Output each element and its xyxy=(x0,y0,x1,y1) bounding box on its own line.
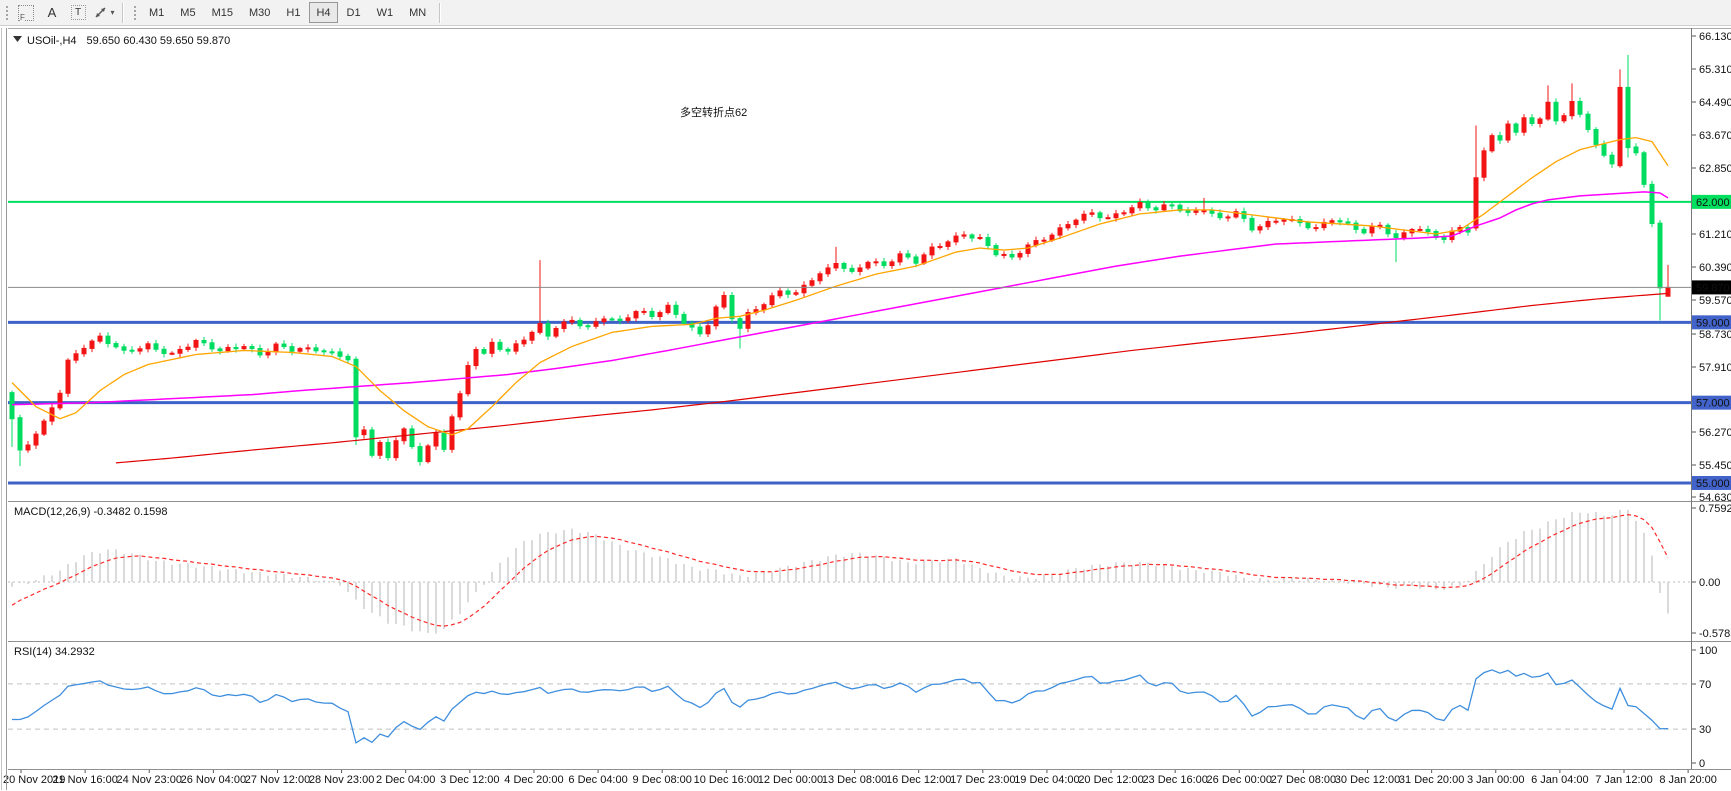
date-tick-label: 17 Dec 23:00 xyxy=(950,774,1015,786)
level-price-label-55.000-text: 55.000 xyxy=(1696,478,1730,490)
date-tick-label: 28 Nov 23:00 xyxy=(309,774,374,786)
date-tick-label: 20 Dec 12:00 xyxy=(1078,774,1143,786)
date-tick-label: 2 Dec 04:00 xyxy=(376,774,435,786)
level-price-label-57.000 xyxy=(1692,395,1731,410)
macd-label: MACD(12,26,9) -0.3482 0.1598 xyxy=(14,506,167,518)
date-tick-label: 3 Jan 00:00 xyxy=(1467,774,1525,786)
ma-fast-line xyxy=(11,136,1669,436)
price-tick-label: 65.310 xyxy=(1699,64,1731,76)
current-price-label xyxy=(1692,280,1731,295)
diagonal-arrows-icon xyxy=(95,7,106,18)
level-price-label-62.000 xyxy=(1692,194,1731,209)
date-tick-label: 24 Nov 23:00 xyxy=(117,774,182,786)
grid-f-letter: F xyxy=(20,12,25,22)
timeframe-button-h1[interactable]: H1 xyxy=(286,6,301,19)
toolbar: F A T ▾ M1 M5 M15 M30 H1 H4 D1 W1 MN xyxy=(0,0,1731,26)
date-tick-label: 31 Dec 20:00 xyxy=(1399,774,1464,786)
price-tick-label: 63.670 xyxy=(1699,130,1731,142)
grid-f-icon: F xyxy=(18,4,34,22)
timeframe-toolbar: M1 M5 M15 M30 H1 H4 D1 W1 MN xyxy=(141,2,434,23)
rsi-tick-label: 100 xyxy=(1699,645,1717,657)
toolbar-separator-2 xyxy=(439,2,441,23)
date-tick-label: 9 Dec 08:00 xyxy=(633,774,692,786)
rsi-panel[interactable]: RSI(14) 34.2932 xyxy=(8,646,1691,744)
timeframe-button-m15[interactable]: M15 xyxy=(211,6,233,19)
price-tick-label: 64.490 xyxy=(1699,97,1731,109)
date-tick-label: 8 Jan 20:00 xyxy=(1659,774,1717,786)
price-tick-label: 56.270 xyxy=(1699,427,1731,439)
date-tick-label: 4 Dec 20:00 xyxy=(504,774,563,786)
chart-title: USOil-,H4 59.650 60.430 59.650 59.870 xyxy=(27,35,230,47)
price-tick-label: 55.450 xyxy=(1699,460,1731,472)
price-tick-label: 57.910 xyxy=(1699,362,1731,374)
level-price-label-57.000-text: 57.000 xyxy=(1696,398,1730,410)
text-label-icon: T xyxy=(70,5,86,20)
date-tick-label: 27 Dec 08:00 xyxy=(1271,774,1336,786)
candles xyxy=(9,54,1671,467)
toolbar-separator xyxy=(122,2,123,23)
date-tick-label: 27 Nov 12:00 xyxy=(245,774,310,786)
letter-a-icon: A xyxy=(47,5,57,20)
level-price-label-59.000 xyxy=(1692,315,1731,330)
date-tick-label: 30 Dec 12:00 xyxy=(1335,774,1400,786)
macd-tick-label: 0.00 xyxy=(1699,577,1720,589)
rsi-tick-label: 0 xyxy=(1699,758,1705,770)
date-tick-label: 26 Dec 00:00 xyxy=(1207,774,1272,786)
timeframe-button-d1[interactable]: D1 xyxy=(346,6,361,19)
date-tick-label: 10 Dec 16:00 xyxy=(694,774,759,786)
ma-slow-line xyxy=(115,292,1669,464)
timeframe-toolbar-grip[interactable] xyxy=(132,3,137,22)
price-axis[interactable]: 66.130 65.310 64.490 63.670 62.850 61.210 60.3… xyxy=(1691,31,1731,770)
level-price-label-62.000-text: 62.000 xyxy=(1696,197,1730,209)
rsi-line xyxy=(12,669,1669,744)
date-tick-label: 12 Dec 00:00 xyxy=(758,774,823,786)
price-tick-label: 61.210 xyxy=(1699,229,1731,241)
price-tick-label: 60.390 xyxy=(1699,262,1731,274)
text-label-tool-button[interactable]: T xyxy=(66,2,90,24)
macd-tick-label: -0.5785 xyxy=(1699,628,1731,640)
date-tick-label: 6 Jan 04:00 xyxy=(1531,774,1589,786)
timeframe-button-m30[interactable]: M30 xyxy=(248,6,271,19)
current-price-label-text: 59.870 xyxy=(1696,282,1730,294)
ma-mid-line xyxy=(11,191,1669,406)
date-tick-label: 6 Dec 04:00 xyxy=(568,774,627,786)
rsi-tick-label: 70 xyxy=(1699,679,1711,691)
price-tick-label: 66.130 xyxy=(1699,31,1731,43)
date-tick-label: 3 Dec 12:00 xyxy=(440,774,499,786)
text-tool-button[interactable]: A xyxy=(40,2,64,24)
level-price-label-55.000 xyxy=(1692,475,1731,490)
date-tick-label: 23 Dec 16:00 xyxy=(1142,774,1207,786)
macd-tick-label: 0.7592 xyxy=(1699,503,1731,515)
date-tick-label: 13 Dec 08:00 xyxy=(822,774,887,786)
rsi-tick-label: 30 xyxy=(1699,724,1711,736)
timeframe-button-m5[interactable]: M5 xyxy=(180,6,196,19)
drawing-tools-button[interactable]: ▾ xyxy=(92,2,116,24)
date-tick-label: 16 Dec 12:00 xyxy=(886,774,951,786)
period-separators-button[interactable]: F xyxy=(14,2,38,24)
dropdown-caret-icon[interactable]: ▾ xyxy=(110,8,115,17)
macd-signal-line xyxy=(11,514,1669,627)
macd-panel[interactable]: MACD(12,26,9) -0.3482 0.1598 xyxy=(8,506,1691,634)
timeframe-button-w1[interactable]: W1 xyxy=(376,6,394,19)
level-price-label-59.000-text: 59.000 xyxy=(1696,317,1730,329)
timeframe-button-mn[interactable]: MN xyxy=(409,6,427,19)
rsi-label: RSI(14) 34.2932 xyxy=(14,646,95,658)
symbol-dropdown-icon[interactable] xyxy=(13,36,22,42)
timeframe-button-h4[interactable]: H4 xyxy=(309,2,338,23)
date-tick-label: 7 Jan 12:00 xyxy=(1595,774,1653,786)
price-plot[interactable]: USOil-,H4 59.650 60.430 59.650 59.870 多空转折… xyxy=(8,35,1691,485)
date-tick-label: 26 Nov 04:00 xyxy=(181,774,246,786)
date-tick-label: 21 Nov 16:00 xyxy=(52,774,117,786)
date-tick-label: 19 Dec 04:00 xyxy=(1014,774,1079,786)
date-tick-label: 20 Nov 2019 xyxy=(3,774,65,786)
toolbar-grip[interactable] xyxy=(4,3,9,22)
annotation-text[interactable]: 多空转折点62 xyxy=(680,105,747,119)
timeframe-button-m1[interactable]: M1 xyxy=(149,6,165,19)
price-tick-label: 62.850 xyxy=(1699,163,1731,175)
price-tick-label: 59.570 xyxy=(1699,295,1731,307)
price-tick-label: 58.730 xyxy=(1699,329,1731,341)
